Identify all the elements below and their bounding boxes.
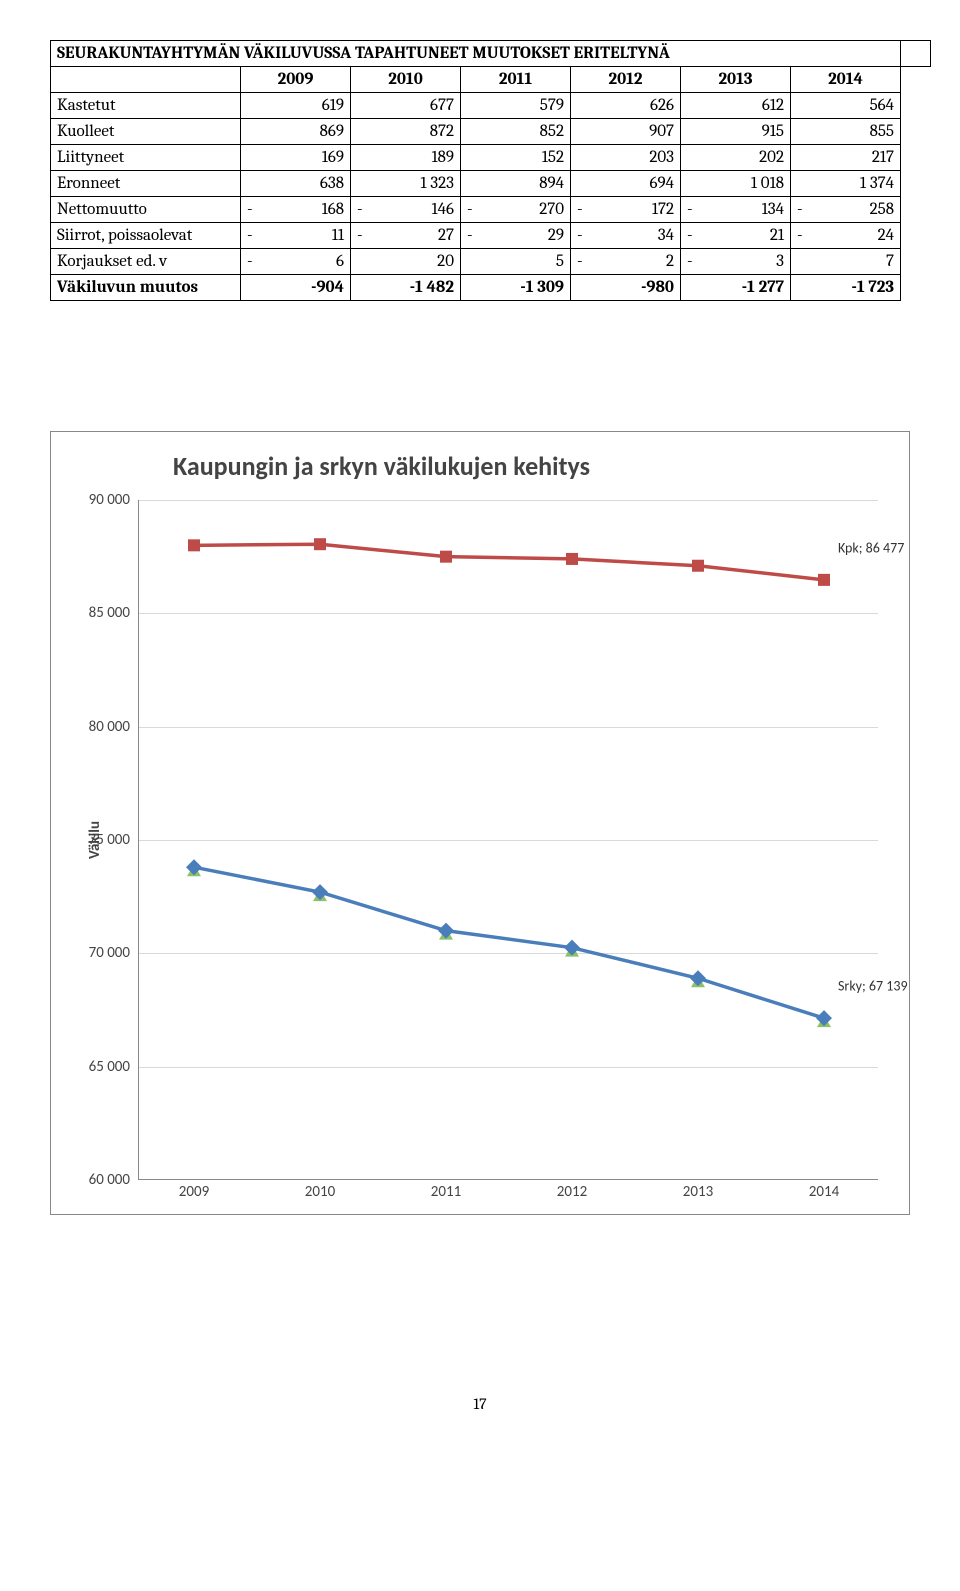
chart-svg — [139, 500, 879, 1180]
y-tick-label: 80 000 — [80, 718, 130, 736]
table-cell: -27 — [351, 223, 461, 249]
row-label: Kuolleet — [51, 119, 241, 145]
table-cell: -904 — [241, 275, 351, 301]
population-table: SEURAKUNTAYHTYMÄN VÄKILUVUSSA TAPAHTUNEE… — [50, 40, 931, 301]
row-label: Kastetut — [51, 93, 241, 119]
series-label: Kpk; 86 477 — [838, 539, 904, 556]
table-cell: 694 — [571, 171, 681, 197]
table-cell: -258 — [791, 197, 901, 223]
table-cell: -172 — [571, 197, 681, 223]
year-header: 2010 — [351, 67, 461, 93]
table-cell: 626 — [571, 93, 681, 119]
population-chart: Kaupungin ja srkyn väkilukujen kehitys V… — [50, 431, 910, 1215]
table-cell: -980 — [571, 275, 681, 301]
table-cell: 1 018 — [681, 171, 791, 197]
table-cell: 855 — [791, 119, 901, 145]
table-cell: 907 — [571, 119, 681, 145]
table-cell: -1 723 — [791, 275, 901, 301]
table-cell: 564 — [791, 93, 901, 119]
table-cell: 619 — [241, 93, 351, 119]
y-tick-label: 70 000 — [80, 944, 130, 962]
table-cell: -21 — [681, 223, 791, 249]
row-label: Liittyneet — [51, 145, 241, 171]
x-tick-label: 2010 — [305, 1183, 335, 1201]
table-cell: 152 — [461, 145, 571, 171]
row-label: Eronneet — [51, 171, 241, 197]
row-label: Korjaukset ed. v — [51, 249, 241, 275]
table-cell: 894 — [461, 171, 571, 197]
table-cell: 1 374 — [791, 171, 901, 197]
empty-cell — [901, 41, 931, 67]
table-cell: 217 — [791, 145, 901, 171]
table-cell: 7 — [791, 249, 901, 275]
table-cell: 203 — [571, 145, 681, 171]
table-cell: -270 — [461, 197, 571, 223]
row-label: Nettomuutto — [51, 197, 241, 223]
table-cell: 20 — [351, 249, 461, 275]
table-cell: -6 — [241, 249, 351, 275]
table-cell: 612 — [681, 93, 791, 119]
table-cell: 852 — [461, 119, 571, 145]
y-tick-label: 65 000 — [80, 1058, 130, 1076]
x-tick-label: 2009 — [179, 1183, 209, 1201]
table-cell: -29 — [461, 223, 571, 249]
chart-title: Kaupungin ja srkyn väkilukujen kehitys — [173, 450, 897, 482]
x-tick-label: 2014 — [809, 1183, 839, 1201]
table-cell: -1 309 — [461, 275, 571, 301]
table-cell: -11 — [241, 223, 351, 249]
table-cell: 869 — [241, 119, 351, 145]
year-header: 2014 — [791, 67, 901, 93]
table-cell: 1 323 — [351, 171, 461, 197]
y-tick-label: 75 000 — [80, 831, 130, 849]
series-label: Srky; 67 139 — [838, 978, 908, 995]
x-tick-label: 2011 — [431, 1183, 461, 1201]
table-cell: 638 — [241, 171, 351, 197]
table-cell: -24 — [791, 223, 901, 249]
table-cell: -1 482 — [351, 275, 461, 301]
table-cell: -1 277 — [681, 275, 791, 301]
page-number: 17 — [50, 1395, 910, 1413]
y-tick-label: 85 000 — [80, 604, 130, 622]
x-tick-label: 2012 — [557, 1183, 587, 1201]
year-header: 2011 — [461, 67, 571, 93]
table-cell: 677 — [351, 93, 461, 119]
table-cell: 189 — [351, 145, 461, 171]
year-header: 2009 — [241, 67, 351, 93]
year-header: 2012 — [571, 67, 681, 93]
table-cell: 579 — [461, 93, 571, 119]
table-cell: 169 — [241, 145, 351, 171]
table-title: SEURAKUNTAYHTYMÄN VÄKILUVUSSA TAPAHTUNEE… — [51, 41, 901, 67]
table-cell: -134 — [681, 197, 791, 223]
row-label: Väkiluvun muutos — [51, 275, 241, 301]
y-tick-label: 90 000 — [80, 491, 130, 509]
table-cell: 5 — [461, 249, 571, 275]
row-label: Siirrot, poissaolevat — [51, 223, 241, 249]
x-tick-label: 2013 — [683, 1183, 713, 1201]
table-cell: -2 — [571, 249, 681, 275]
table-cell: -168 — [241, 197, 351, 223]
y-tick-label: 60 000 — [80, 1171, 130, 1189]
table-cell: -146 — [351, 197, 461, 223]
table-cell: 872 — [351, 119, 461, 145]
table-cell: -34 — [571, 223, 681, 249]
table-cell: -3 — [681, 249, 791, 275]
table-cell: 202 — [681, 145, 791, 171]
table-cell: 915 — [681, 119, 791, 145]
year-header: 2013 — [681, 67, 791, 93]
